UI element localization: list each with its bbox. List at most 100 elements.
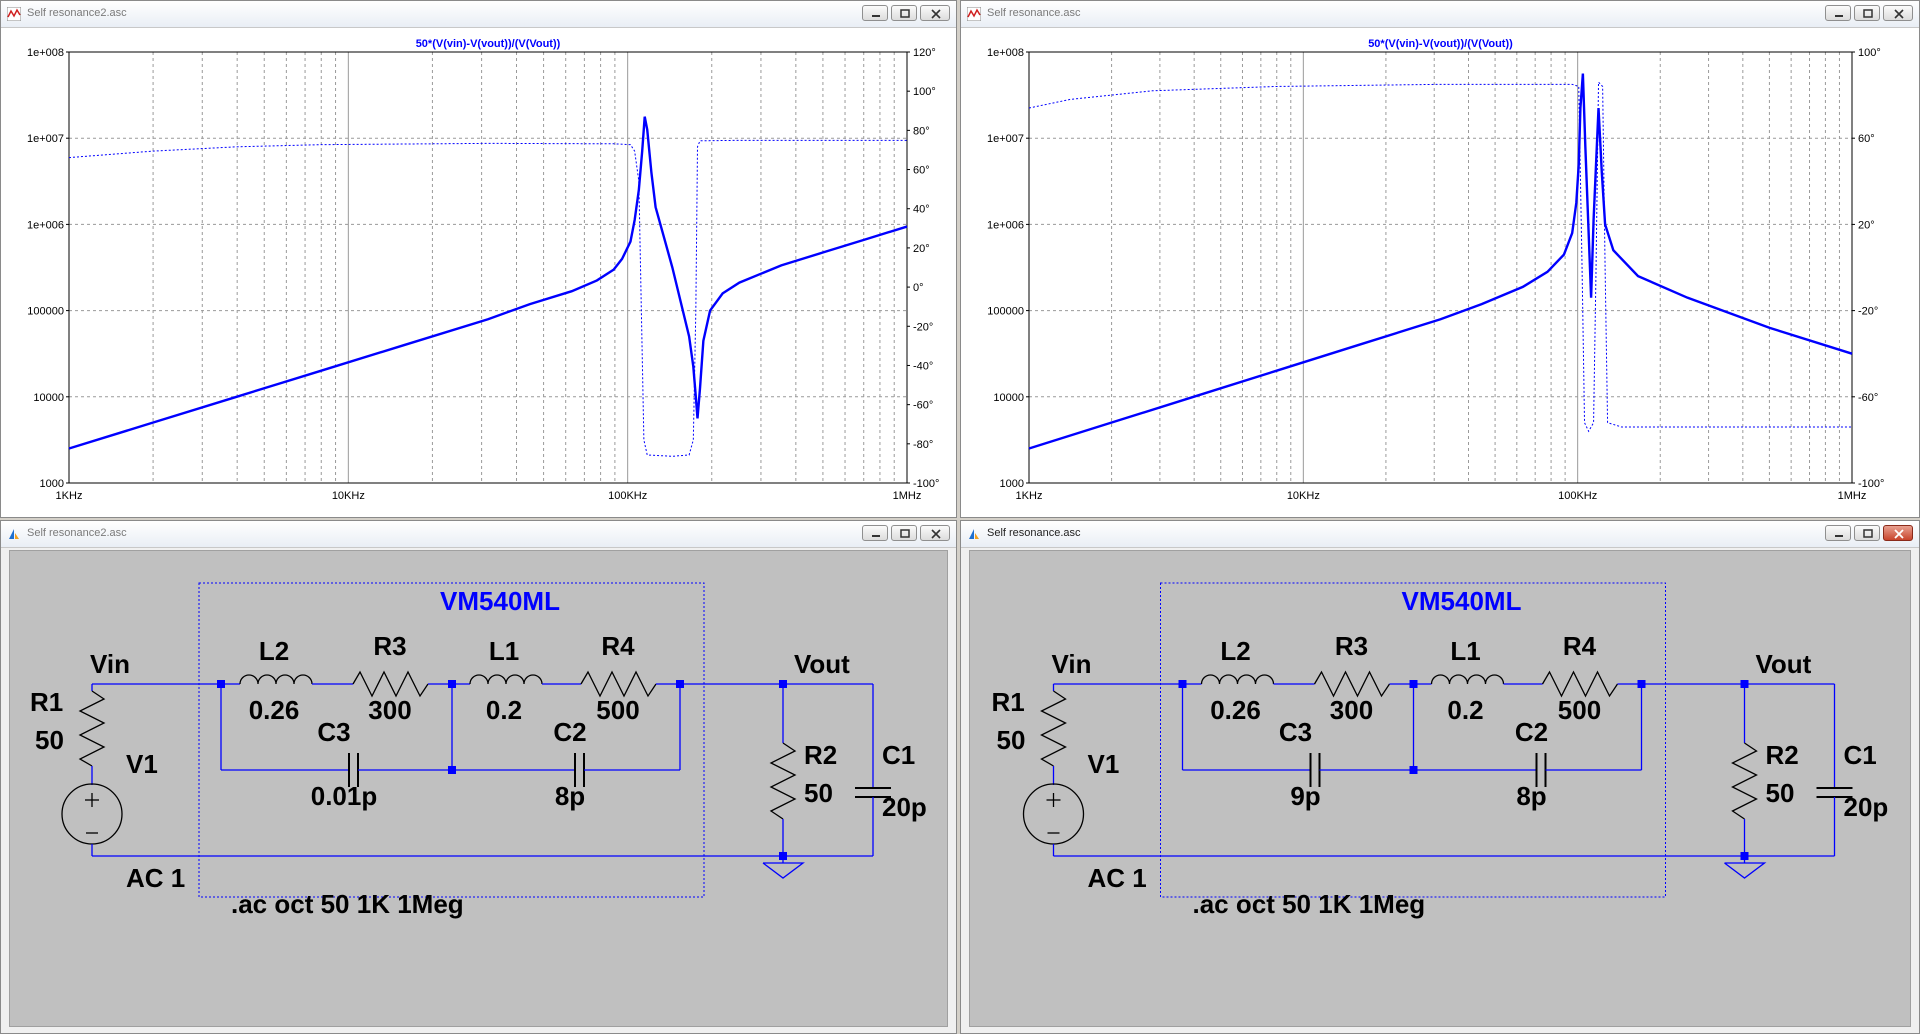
y-tick-label-left: 1e+008 [27, 47, 64, 59]
plot-window-left[interactable]: Self resonance2.asc 1e+008 1e+007 1e+006 10… [0, 0, 957, 518]
plot-window-right[interactable]: Self resonance.asc 1e+008 1e+007 1e+006 100… [960, 0, 1920, 518]
plot-frame [1028, 51, 1853, 484]
label-r2-value: 50 [1766, 778, 1795, 808]
schematic-icon [969, 529, 979, 539]
y-tick-label-left: 1e+006 [27, 219, 64, 231]
minimize-button[interactable] [862, 5, 888, 21]
resistor-r2 [769, 742, 797, 820]
label-l2-value: 0.26 [1210, 695, 1261, 725]
schematic-canvas[interactable]: VM540ML Vin Vout R1 50 V1 AC 1 L2 0.26 R… [9, 550, 948, 1027]
y-tick-label-right: 80° [913, 125, 930, 137]
label-c2: C2 [553, 717, 586, 747]
spice-directive: .ac oct 50 1K 1Meg [1193, 889, 1426, 919]
bode-plot[interactable]: 1e+008 1e+007 1e+006 100000 10000 1000 100° 60°… [961, 28, 1919, 517]
label-r2-value: 50 [804, 778, 833, 808]
window-title: Self resonance2.asc [27, 527, 127, 539]
inductor-l1 [469, 674, 543, 685]
trace-label: 50*(V(vin)-V(vout))/(V(Vout)) [1368, 38, 1513, 50]
x-tick-label: 10KHz [1287, 490, 1320, 502]
close-button[interactable] [1883, 5, 1913, 21]
y-tick-label-right: -60° [913, 400, 933, 412]
label-l1-value: 0.2 [486, 695, 522, 725]
label-r4-value: 500 [596, 695, 639, 725]
y-tick-label-right: 60° [1858, 133, 1875, 145]
label-c3: C3 [1279, 717, 1312, 747]
block-name: VM540ML [440, 586, 560, 616]
resistor-r2 [1731, 742, 1758, 820]
bode-plot[interactable]: 1e+008 1e+007 1e+006 100000 10000 1000 120° 100… [1, 28, 956, 517]
y-tick-label-right: 100° [913, 86, 936, 98]
label-r4-value: 500 [1558, 695, 1601, 725]
inductor-l2 [1200, 674, 1275, 685]
schematic-window-left[interactable]: Self resonance2.asc [0, 520, 957, 1034]
label-c2: C2 [1515, 717, 1548, 747]
label-ac: AC 1 [1088, 863, 1147, 893]
label-c1: C1 [882, 740, 915, 770]
label-v1: V1 [126, 749, 158, 779]
label-l1: L1 [1450, 636, 1480, 666]
label-r3-value: 300 [368, 695, 411, 725]
resistor-r1 [78, 690, 106, 767]
resistor-r3 [352, 670, 429, 698]
titlebar[interactable]: Self resonance.asc [961, 521, 1919, 548]
magnitude-trace [68, 116, 908, 450]
grid [1028, 51, 1852, 484]
label-c3: C3 [317, 717, 350, 747]
schematic-drawing[interactable]: VM540ML Vin Vout R1 50 V1 AC 1 L2 0.26 R… [970, 551, 1912, 1028]
schematic-icon [9, 529, 19, 539]
minimize-button[interactable] [862, 525, 888, 541]
window-title: Self resonance2.asc [27, 7, 127, 19]
label-r3: R3 [1335, 631, 1368, 661]
plot-pane[interactable]: 1e+008 1e+007 1e+006 100000 10000 1000 120° 100… [1, 28, 956, 517]
titlebar[interactable]: Self resonance2.asc [1, 1, 956, 28]
x-tick-label: 1MHz [1838, 490, 1867, 502]
close-button[interactable] [1883, 525, 1913, 541]
label-c2-value: 8p [555, 781, 585, 811]
resistor-r1 [1040, 690, 1067, 767]
y-tick-label-right: -60° [1858, 392, 1878, 404]
maximize-button[interactable] [1854, 525, 1880, 541]
schematic-window-right[interactable]: Self resonance.asc [960, 520, 1920, 1034]
x-tick-label: 1KHz [56, 490, 83, 502]
spice-directive: .ac oct 50 1K 1Meg [231, 889, 464, 919]
schematic-canvas[interactable]: VM540ML Vin Vout R1 50 V1 AC 1 L2 0.26 R… [969, 550, 1911, 1027]
schematic-drawing[interactable]: VM540ML Vin Vout R1 50 V1 AC 1 L2 0.26 R… [10, 551, 949, 1028]
y-tick-label-right: -40° [913, 360, 933, 372]
close-button[interactable] [920, 525, 950, 541]
y-tick-label-right: 60° [913, 165, 930, 177]
y-tick-label-left: 1e+006 [987, 219, 1024, 231]
maximize-button[interactable] [1854, 5, 1880, 21]
y-tick-label-right: -80° [913, 439, 933, 451]
close-button[interactable] [920, 5, 950, 21]
minimize-button[interactable] [1825, 5, 1851, 21]
y-tick-label-right: 0° [913, 282, 924, 294]
maximize-button[interactable] [891, 5, 917, 21]
trace-label: 50*(V(vin)-V(vout))/(V(Vout)) [416, 38, 561, 50]
label-c1-value: 20p [882, 792, 927, 822]
label-l2-value: 0.26 [249, 695, 300, 725]
titlebar[interactable]: Self resonance2.asc [1, 521, 956, 548]
y-tick-label-left: 1000 [1000, 478, 1024, 490]
y-tick-label-right: -100° [1858, 478, 1884, 490]
y-tick-label-left: 100000 [27, 306, 64, 318]
waveform-icon [967, 7, 981, 21]
label-r2: R2 [804, 740, 837, 770]
label-r3: R3 [373, 631, 406, 661]
label-r3-value: 300 [1330, 695, 1373, 725]
y-tick-label-right: 100° [1858, 47, 1881, 59]
label-r4: R4 [1563, 631, 1597, 661]
plot-pane[interactable]: 1e+008 1e+007 1e+006 100000 10000 1000 100° 60°… [961, 28, 1919, 517]
label-c1-value: 20p [1844, 792, 1889, 822]
block-boundary [1160, 582, 1666, 898]
label-vout: Vout [794, 649, 850, 679]
minimize-button[interactable] [1825, 525, 1851, 541]
y-tick-label-left: 1e+008 [987, 47, 1024, 59]
titlebar[interactable]: Self resonance.asc [961, 1, 1919, 28]
resistor-r4 [1541, 670, 1619, 698]
x-tick-label: 100KHz [1558, 490, 1597, 502]
inductor-l1 [1430, 674, 1505, 685]
y-tick-label-left: 1e+007 [987, 133, 1024, 145]
maximize-button[interactable] [891, 525, 917, 541]
ground-symbol [1724, 862, 1767, 879]
y-tick-label-left: 10000 [33, 392, 64, 404]
